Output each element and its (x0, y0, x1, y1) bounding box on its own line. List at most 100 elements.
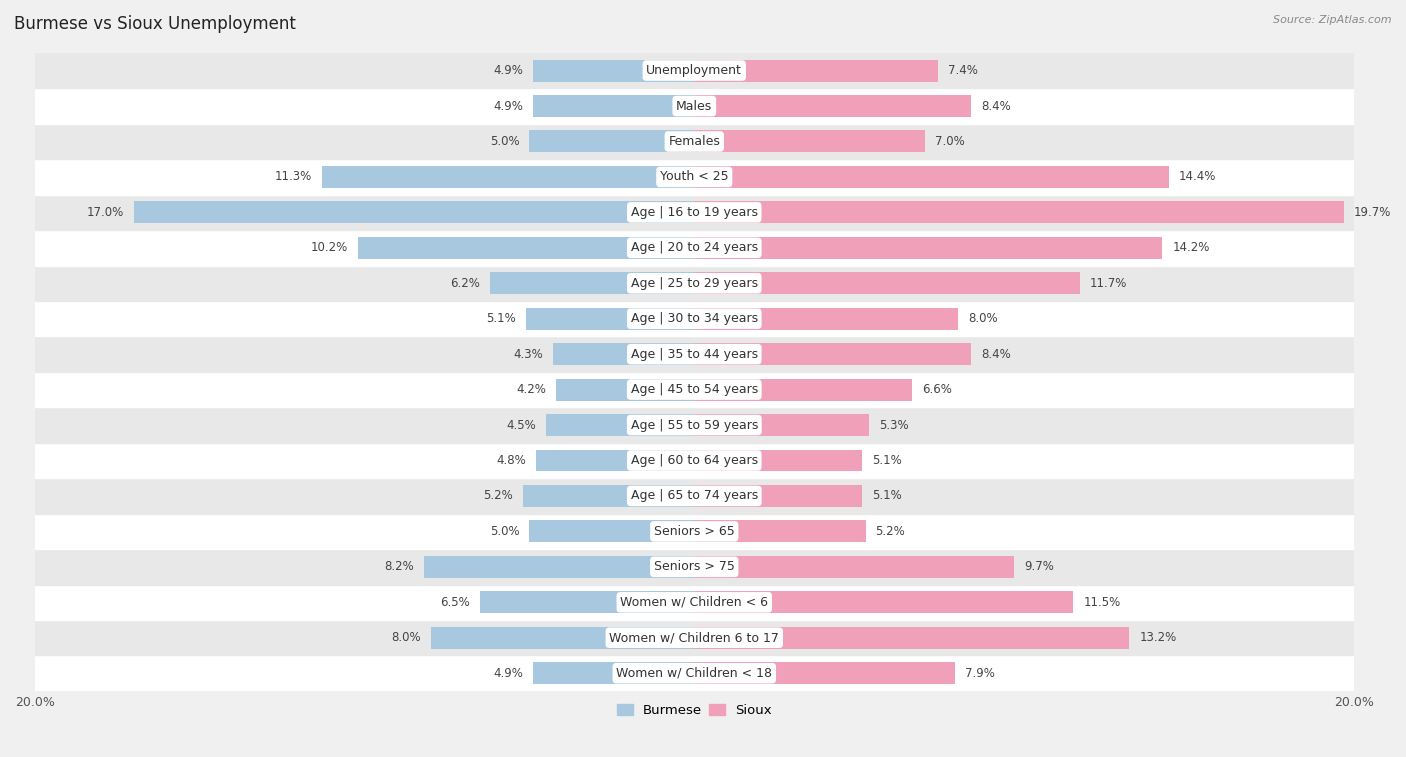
Bar (530, 130, 695, 152)
Text: Age | 16 to 19 years: Age | 16 to 19 years (631, 206, 758, 219)
Bar (695, 201, 1344, 223)
Text: 19.7%: 19.7% (1354, 206, 1391, 219)
Bar (546, 414, 695, 436)
Bar (695, 485, 862, 507)
Text: 6.6%: 6.6% (922, 383, 952, 396)
Text: Source: ZipAtlas.com: Source: ZipAtlas.com (1274, 15, 1392, 25)
Text: 10.2%: 10.2% (311, 241, 349, 254)
Bar (35, 407, 1354, 443)
Text: 5.0%: 5.0% (489, 135, 520, 148)
Text: 5.1%: 5.1% (872, 454, 903, 467)
Text: 8.4%: 8.4% (981, 347, 1011, 360)
Text: 13.2%: 13.2% (1139, 631, 1177, 644)
Text: Women w/ Children < 18: Women w/ Children < 18 (616, 667, 772, 680)
Text: 7.4%: 7.4% (948, 64, 979, 77)
Bar (489, 273, 695, 294)
Bar (35, 478, 1354, 514)
Text: 14.4%: 14.4% (1178, 170, 1216, 183)
Bar (526, 308, 695, 330)
Bar (695, 627, 1129, 649)
Text: 6.5%: 6.5% (440, 596, 470, 609)
Text: Females: Females (668, 135, 720, 148)
Text: Women w/ Children < 6: Women w/ Children < 6 (620, 596, 768, 609)
Bar (523, 485, 695, 507)
Bar (555, 378, 695, 400)
Text: 4.9%: 4.9% (494, 99, 523, 113)
Bar (553, 343, 695, 365)
Text: 6.2%: 6.2% (450, 277, 479, 290)
Bar (35, 53, 1354, 89)
Text: 5.0%: 5.0% (489, 525, 520, 538)
Bar (35, 230, 1354, 266)
Text: Age | 55 to 59 years: Age | 55 to 59 years (631, 419, 758, 431)
Bar (695, 60, 938, 82)
Text: 11.5%: 11.5% (1083, 596, 1121, 609)
Bar (322, 166, 695, 188)
Text: 8.0%: 8.0% (391, 631, 420, 644)
Text: 4.9%: 4.9% (494, 667, 523, 680)
Text: 5.2%: 5.2% (876, 525, 905, 538)
Bar (35, 443, 1354, 478)
Bar (533, 60, 695, 82)
Text: 11.3%: 11.3% (274, 170, 312, 183)
Bar (695, 520, 866, 542)
Bar (35, 514, 1354, 549)
Bar (35, 336, 1354, 372)
Bar (425, 556, 695, 578)
Bar (695, 343, 972, 365)
Text: 7.9%: 7.9% (965, 667, 994, 680)
Text: 4.8%: 4.8% (496, 454, 526, 467)
Bar (35, 549, 1354, 584)
Bar (35, 301, 1354, 336)
Bar (695, 414, 869, 436)
Text: 4.3%: 4.3% (513, 347, 543, 360)
Bar (35, 620, 1354, 656)
Bar (35, 123, 1354, 159)
Bar (533, 95, 695, 117)
Text: Age | 25 to 29 years: Age | 25 to 29 years (631, 277, 758, 290)
Text: 4.2%: 4.2% (516, 383, 546, 396)
Text: 14.2%: 14.2% (1173, 241, 1209, 254)
Text: Age | 30 to 34 years: Age | 30 to 34 years (631, 312, 758, 326)
Bar (479, 591, 695, 613)
Bar (536, 450, 695, 472)
Bar (359, 237, 695, 259)
Bar (35, 159, 1354, 195)
Text: 8.2%: 8.2% (384, 560, 413, 573)
Text: Youth < 25: Youth < 25 (659, 170, 728, 183)
Bar (533, 662, 695, 684)
Text: 7.0%: 7.0% (935, 135, 965, 148)
Bar (695, 450, 862, 472)
Text: 5.1%: 5.1% (872, 490, 903, 503)
Bar (134, 201, 695, 223)
Bar (695, 662, 955, 684)
Text: Age | 65 to 74 years: Age | 65 to 74 years (631, 490, 758, 503)
Text: 8.4%: 8.4% (981, 99, 1011, 113)
Text: Seniors > 65: Seniors > 65 (654, 525, 735, 538)
Bar (35, 266, 1354, 301)
Bar (35, 372, 1354, 407)
Bar (695, 166, 1168, 188)
Bar (35, 656, 1354, 691)
Bar (695, 237, 1163, 259)
Text: Burmese vs Sioux Unemployment: Burmese vs Sioux Unemployment (14, 15, 295, 33)
Bar (530, 520, 695, 542)
Bar (695, 130, 925, 152)
Text: Women w/ Children 6 to 17: Women w/ Children 6 to 17 (609, 631, 779, 644)
Text: 4.5%: 4.5% (506, 419, 536, 431)
Bar (695, 273, 1080, 294)
Text: 5.3%: 5.3% (879, 419, 908, 431)
Bar (430, 627, 695, 649)
Legend: Burmese, Sioux: Burmese, Sioux (612, 699, 778, 723)
Text: Males: Males (676, 99, 713, 113)
Bar (695, 591, 1073, 613)
Text: 5.2%: 5.2% (484, 490, 513, 503)
Text: Age | 35 to 44 years: Age | 35 to 44 years (631, 347, 758, 360)
Bar (695, 556, 1014, 578)
Text: Seniors > 75: Seniors > 75 (654, 560, 735, 573)
Bar (35, 195, 1354, 230)
Text: 4.9%: 4.9% (494, 64, 523, 77)
Text: Age | 20 to 24 years: Age | 20 to 24 years (631, 241, 758, 254)
Bar (35, 584, 1354, 620)
Text: 8.0%: 8.0% (967, 312, 997, 326)
